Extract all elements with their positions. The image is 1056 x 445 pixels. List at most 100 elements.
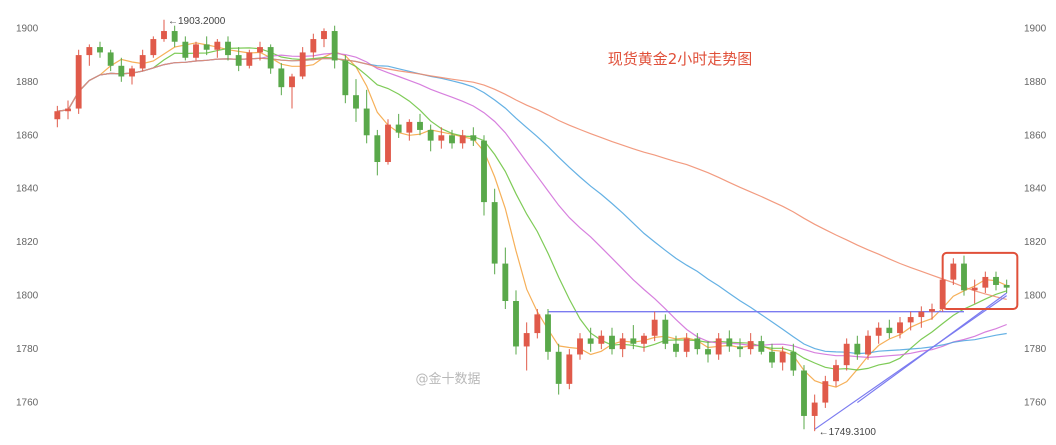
candlestick [683, 333, 690, 358]
candlestick [971, 279, 978, 304]
y-tick-label-left: 1760 [16, 398, 39, 409]
trend-line [814, 295, 1008, 430]
candle-body [417, 121, 423, 130]
y-tick-label-left: 1800 [16, 291, 39, 302]
candlestick [1003, 279, 1010, 293]
candle-body [545, 314, 551, 352]
candle-body [1003, 284, 1010, 288]
candlestick [481, 135, 487, 216]
y-tick-label-left: 1780 [16, 344, 39, 355]
candle-body [107, 52, 114, 66]
candle-body [907, 317, 914, 323]
candlestick [513, 290, 519, 355]
candlestick [310, 33, 317, 58]
candle-body [939, 279, 946, 310]
candlestick [523, 322, 530, 371]
candlestick [886, 319, 893, 339]
candlestick [193, 41, 199, 61]
candlestick [950, 258, 957, 285]
candlestick [257, 41, 263, 61]
candlestick [726, 330, 733, 352]
candle-body [854, 343, 861, 355]
candlestick [65, 100, 71, 120]
moving-average-lines [57, 42, 1007, 388]
candlestick [246, 49, 253, 69]
candlestick [715, 333, 722, 360]
candle-body [609, 335, 615, 350]
candle-body [513, 301, 519, 347]
ma-5-line [57, 42, 1007, 388]
y-tick-label-right: 1840 [1024, 184, 1047, 195]
candlestick [801, 365, 807, 430]
candlestick [289, 73, 295, 109]
candlestick [417, 113, 423, 136]
candlestick [790, 343, 797, 376]
y-axis-right: 1900 1880 1860 1840 1820 1800 1780 1760 [1024, 23, 1047, 408]
watermark: @金十数据 [415, 371, 480, 387]
candle-body [427, 129, 434, 141]
candle-body [897, 322, 903, 334]
candle-body [683, 338, 690, 352]
candlestick [427, 124, 434, 152]
candlestick [267, 44, 274, 74]
candlestick [609, 327, 615, 355]
candle-body [694, 338, 701, 350]
candle-body [758, 341, 765, 352]
y-tick-label-right: 1860 [1024, 130, 1047, 141]
candle-body [161, 31, 167, 40]
candlestick [651, 311, 658, 342]
candle-body [225, 41, 231, 56]
candle-body [406, 121, 413, 133]
candle-body [534, 314, 541, 334]
candle-body [353, 95, 359, 109]
candle-body [822, 381, 829, 403]
candle-body [54, 111, 61, 120]
candlestick [225, 36, 231, 61]
candle-body [523, 333, 530, 347]
candlestick [86, 44, 93, 66]
candlestick [854, 335, 861, 360]
candlestick [843, 338, 850, 371]
candlestick [118, 57, 125, 82]
candlestick [897, 317, 903, 339]
candle-body [459, 135, 466, 144]
candle-body [833, 365, 839, 382]
y-tick-label-left: 1860 [16, 130, 39, 141]
candle-body [65, 108, 71, 112]
candlestick [150, 36, 157, 58]
y-tick-label-left: 1840 [16, 184, 39, 195]
candlestick [619, 333, 626, 358]
ma-10-line [57, 47, 1007, 371]
candlestick [139, 49, 146, 72]
candlestick [737, 338, 743, 358]
candlestick [203, 36, 210, 56]
candle-body [555, 351, 562, 384]
candle-body [321, 31, 327, 40]
candlestick [993, 271, 999, 291]
candlestick [502, 247, 509, 310]
candlestick [449, 129, 455, 149]
candlestick [822, 375, 829, 408]
candle-body [843, 343, 850, 366]
candlestick [534, 309, 541, 339]
candlestick [587, 327, 594, 352]
candlestick [235, 47, 242, 72]
candle-body [886, 327, 893, 334]
ma-60-line [57, 57, 1007, 300]
candlestick [182, 36, 189, 61]
candlestick [171, 25, 178, 48]
candle-body [737, 346, 743, 350]
candlestick [875, 322, 882, 344]
candlestick [278, 63, 285, 96]
annotation-low: ←1749.3100 [819, 427, 877, 438]
candle-body [246, 52, 253, 66]
candlestick [577, 333, 583, 360]
y-tick-label-left: 1900 [16, 23, 39, 34]
candlestick [555, 343, 562, 395]
candlestick [75, 49, 82, 114]
candlestick [214, 39, 221, 58]
candle-body [235, 55, 242, 66]
candle-body [203, 44, 210, 50]
candlestick [331, 25, 338, 69]
candle-body [374, 135, 381, 163]
